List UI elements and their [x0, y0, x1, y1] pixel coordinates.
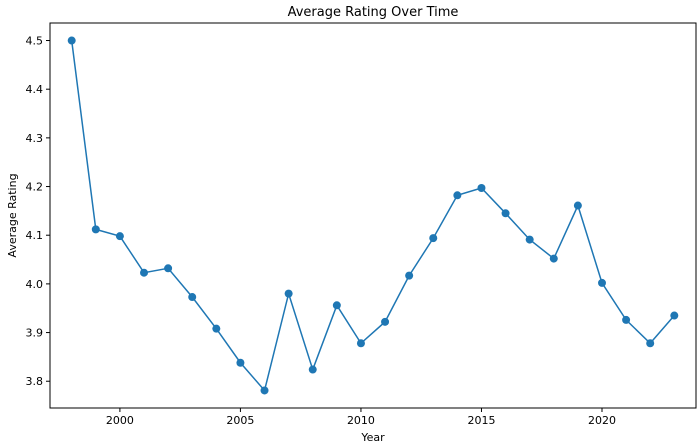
y-tick-label: 4.3	[26, 132, 44, 145]
data-point	[67, 36, 76, 45]
series-line	[70, 40, 675, 393]
data-point	[115, 232, 124, 241]
data-point	[453, 191, 462, 200]
y-axis: 3.8 3.9 4.0 4.1 4.2 4.3 4.4 4.5	[26, 35, 50, 388]
data-point	[381, 317, 390, 326]
data-point	[212, 324, 221, 333]
data-point	[332, 301, 341, 310]
data-point	[356, 339, 365, 348]
data-point	[308, 365, 317, 374]
x-tick-label: 2005	[226, 414, 254, 427]
data-point	[284, 289, 293, 298]
x-axis-label: Year	[360, 431, 385, 444]
data-point	[573, 201, 582, 210]
y-tick-label: 4.2	[26, 181, 44, 194]
x-axis: 2000 2005 2010 2015 2020	[106, 408, 616, 427]
data-point	[429, 234, 438, 243]
chart-title: Average Rating Over Time	[288, 5, 459, 20]
x-tick-label: 2010	[347, 414, 375, 427]
data-point	[525, 235, 534, 244]
data-point	[91, 225, 100, 234]
x-tick-label: 2000	[106, 414, 134, 427]
data-point	[405, 271, 414, 280]
data-point	[501, 209, 510, 218]
y-axis-label: Average Rating	[6, 173, 19, 257]
data-point	[646, 339, 655, 348]
data-point	[622, 315, 631, 324]
data-point	[236, 358, 245, 367]
plot-area	[67, 36, 679, 395]
y-tick-label: 4.0	[26, 278, 44, 291]
y-tick-label: 4.1	[26, 229, 44, 242]
data-point	[140, 268, 149, 277]
data-point	[188, 293, 197, 302]
y-tick-label: 3.9	[26, 327, 44, 340]
x-tick-label: 2020	[588, 414, 616, 427]
data-point	[260, 386, 269, 395]
data-point	[549, 254, 558, 263]
y-tick-label: 4.5	[26, 35, 44, 48]
data-point	[477, 184, 486, 192]
data-point	[164, 264, 173, 273]
y-tick-label: 4.4	[26, 83, 44, 96]
plot-frame	[49, 22, 697, 409]
y-tick-label: 3.8	[26, 375, 44, 388]
x-tick-label: 2015	[467, 414, 495, 427]
data-point	[597, 278, 606, 287]
data-point	[670, 311, 679, 320]
